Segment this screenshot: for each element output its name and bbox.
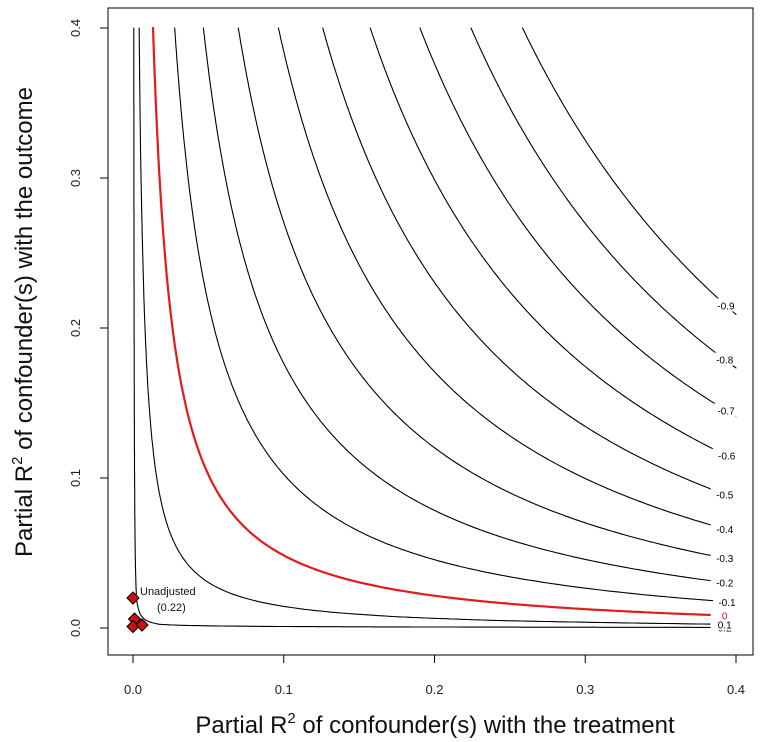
contour-label-bg [712,448,741,462]
contour-line [202,27,737,585]
contour-line [470,27,737,369]
x-axis: 0.0 0.1 0.2 0.3 0.4 [124,655,745,697]
contour-label-bg [710,575,739,589]
contour-line [138,27,737,625]
contour-label-bg [710,551,739,565]
x-tick-label: 0.3 [576,682,594,697]
contour-line [277,27,737,533]
contour-label-bg [712,594,741,608]
unadjusted-value: (0.22) [157,602,186,614]
x-tick-label: 0.0 [124,682,142,697]
plot-frame [107,7,754,656]
contour-line [151,26,738,617]
contour-line [237,27,737,561]
contour-label: -0.2 [716,578,734,589]
contour-label: -0.1 [718,598,736,609]
x-axis-title: Partial R2 of confounder(s) with the tre… [195,710,675,739]
y-tick-label: 0.0 [68,619,83,637]
contour-line [521,27,737,315]
data-points [126,591,149,634]
contour-lines [133,26,738,628]
contour-label-bg [710,521,739,535]
contour-line [369,27,737,461]
contour-line [322,27,737,499]
y-axis: 0.0 0.1 0.2 0.3 0.4 [68,19,108,637]
y-tick-label: 0.4 [68,19,83,37]
contour-label: -0.8 [716,356,734,367]
contour-label: -0.9 [717,302,735,313]
contour-label-bg [710,487,739,501]
y-tick-label: 0.2 [68,319,83,337]
contour-label-bg [712,403,741,417]
y-tick-label: 0.3 [68,169,83,187]
contour-label-bg [711,298,740,312]
contour-label: -0.3 [716,554,734,565]
contour-labels: 0.20.10-0.1-0.2-0.3-0.4-0.5-0.6-0.7-0.8-… [710,298,741,634]
x-tick-label: 0.4 [727,682,745,697]
contour-label: -0.6 [718,452,736,463]
contour-line [133,27,737,628]
contour-label: -0.7 [717,407,735,418]
y-tick-label: 0.1 [68,469,83,487]
y-axis-title: Partial R2 of confounder(s) with the out… [9,87,38,557]
x-tick-label: 0.1 [275,682,293,697]
unadjusted-label: Unadjusted [140,586,196,598]
contour-line [174,27,737,603]
annotations: Unadjusted (0.22) [140,586,196,614]
contour-label: 0 [722,611,728,622]
contour-label: -0.4 [716,525,734,536]
contour-label: 0.1 [718,620,732,631]
contour-label-bg [710,352,739,366]
contour-line [419,27,737,417]
point-marker [126,591,140,605]
contour-label: -0.5 [716,490,734,501]
point-marker [135,618,149,632]
x-tick-label: 0.2 [425,682,443,697]
contour-label-bg [710,608,739,622]
